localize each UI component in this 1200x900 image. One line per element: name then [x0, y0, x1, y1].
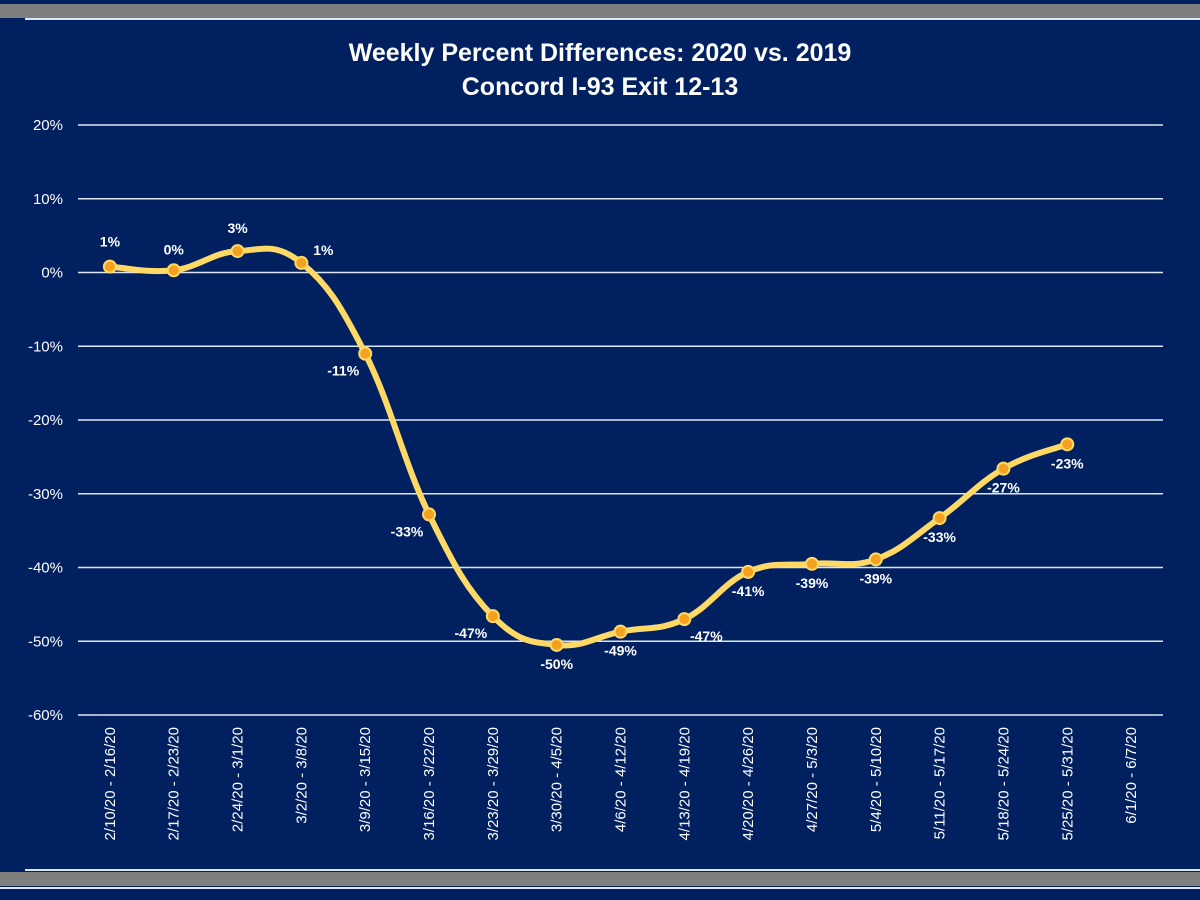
data-label: -23% [1051, 455, 1084, 471]
data-point [294, 255, 309, 270]
data-label: -41% [732, 583, 765, 599]
y-tick-label: 10% [33, 191, 63, 208]
x-tick-label: 3/9/20 - 3/15/20 [357, 727, 374, 832]
x-tick-label: 4/27/20 - 5/3/20 [804, 727, 821, 832]
data-point [868, 552, 883, 567]
data-label: 1% [313, 242, 334, 258]
data-point [996, 461, 1011, 476]
data-point [1060, 437, 1075, 452]
x-tick-label: 4/6/20 - 4/12/20 [613, 727, 630, 832]
y-tick-label: -60% [28, 707, 63, 724]
data-label: -47% [455, 625, 488, 641]
y-tick-label: -40% [28, 560, 63, 577]
bottom-frame-bar [0, 872, 1200, 886]
x-tick-label: 3/2/20 - 3/8/20 [293, 727, 310, 824]
x-tick-label: 4/20/20 - 4/26/20 [740, 727, 757, 840]
data-label: -49% [604, 643, 637, 659]
chart-subtitle: Concord I-93 Exit 12-13 [461, 73, 739, 101]
data-point [613, 624, 628, 639]
data-label: -33% [391, 523, 424, 539]
data-point [166, 263, 181, 278]
data-point [804, 556, 819, 571]
x-tick-label: 6/1/20 - 6/7/20 [1123, 727, 1140, 824]
data-label: -39% [859, 570, 892, 586]
data-point [422, 507, 437, 522]
data-point [932, 511, 947, 526]
x-tick-label: 5/25/20 - 5/31/20 [1059, 727, 1076, 840]
data-label: -47% [690, 628, 723, 644]
y-tick-label: -30% [28, 486, 63, 503]
top-frame-line [25, 18, 1200, 20]
x-tick-label: 5/4/20 - 5/10/20 [868, 727, 885, 832]
data-label: 3% [227, 220, 248, 236]
x-tick-label: 5/11/20 - 5/17/20 [932, 727, 949, 839]
y-tick-label: -50% [28, 633, 63, 650]
data-label: -27% [987, 480, 1020, 496]
x-tick-label: 3/23/20 - 3/29/20 [485, 727, 502, 840]
x-tick-label: 4/13/20 - 4/19/20 [676, 727, 693, 840]
top-frame-bar [0, 4, 1200, 18]
x-tick-label: 2/10/20 - 2/16/20 [102, 727, 119, 840]
data-point [741, 564, 756, 579]
x-tick-label: 2/24/20 - 3/1/20 [230, 727, 247, 832]
x-tick-label: 3/16/20 - 3/22/20 [421, 727, 438, 840]
data-point [358, 346, 373, 361]
x-tick-label: 5/18/20 - 5/24/20 [995, 727, 1012, 840]
chart-title-block: Weekly Percent Differences: 2020 vs. 201… [0, 36, 1200, 104]
data-point [549, 637, 564, 652]
data-label: -11% [327, 363, 359, 379]
data-label: -39% [796, 575, 829, 591]
y-tick-label: -10% [28, 338, 63, 355]
data-label: -33% [923, 529, 956, 545]
x-tick-label: 2/17/20 - 2/23/20 [166, 727, 183, 840]
data-point [485, 609, 500, 624]
data-point [230, 244, 245, 259]
bottom-frame-line [25, 869, 1200, 871]
x-tick-label: 3/30/20 - 4/5/20 [549, 727, 566, 832]
data-label: -50% [540, 656, 573, 672]
data-point [677, 612, 692, 627]
y-tick-label: -20% [28, 412, 63, 429]
bottom-frame-line-2 [0, 887, 1200, 889]
y-tick-label: 0% [41, 265, 63, 282]
series-line [106, 245, 1071, 649]
data-label: 1% [100, 234, 121, 250]
data-label: 0% [164, 241, 185, 257]
data-point [102, 259, 117, 274]
chart-title: Weekly Percent Differences: 2020 vs. 201… [348, 39, 852, 67]
y-tick-label: 20% [33, 117, 63, 134]
